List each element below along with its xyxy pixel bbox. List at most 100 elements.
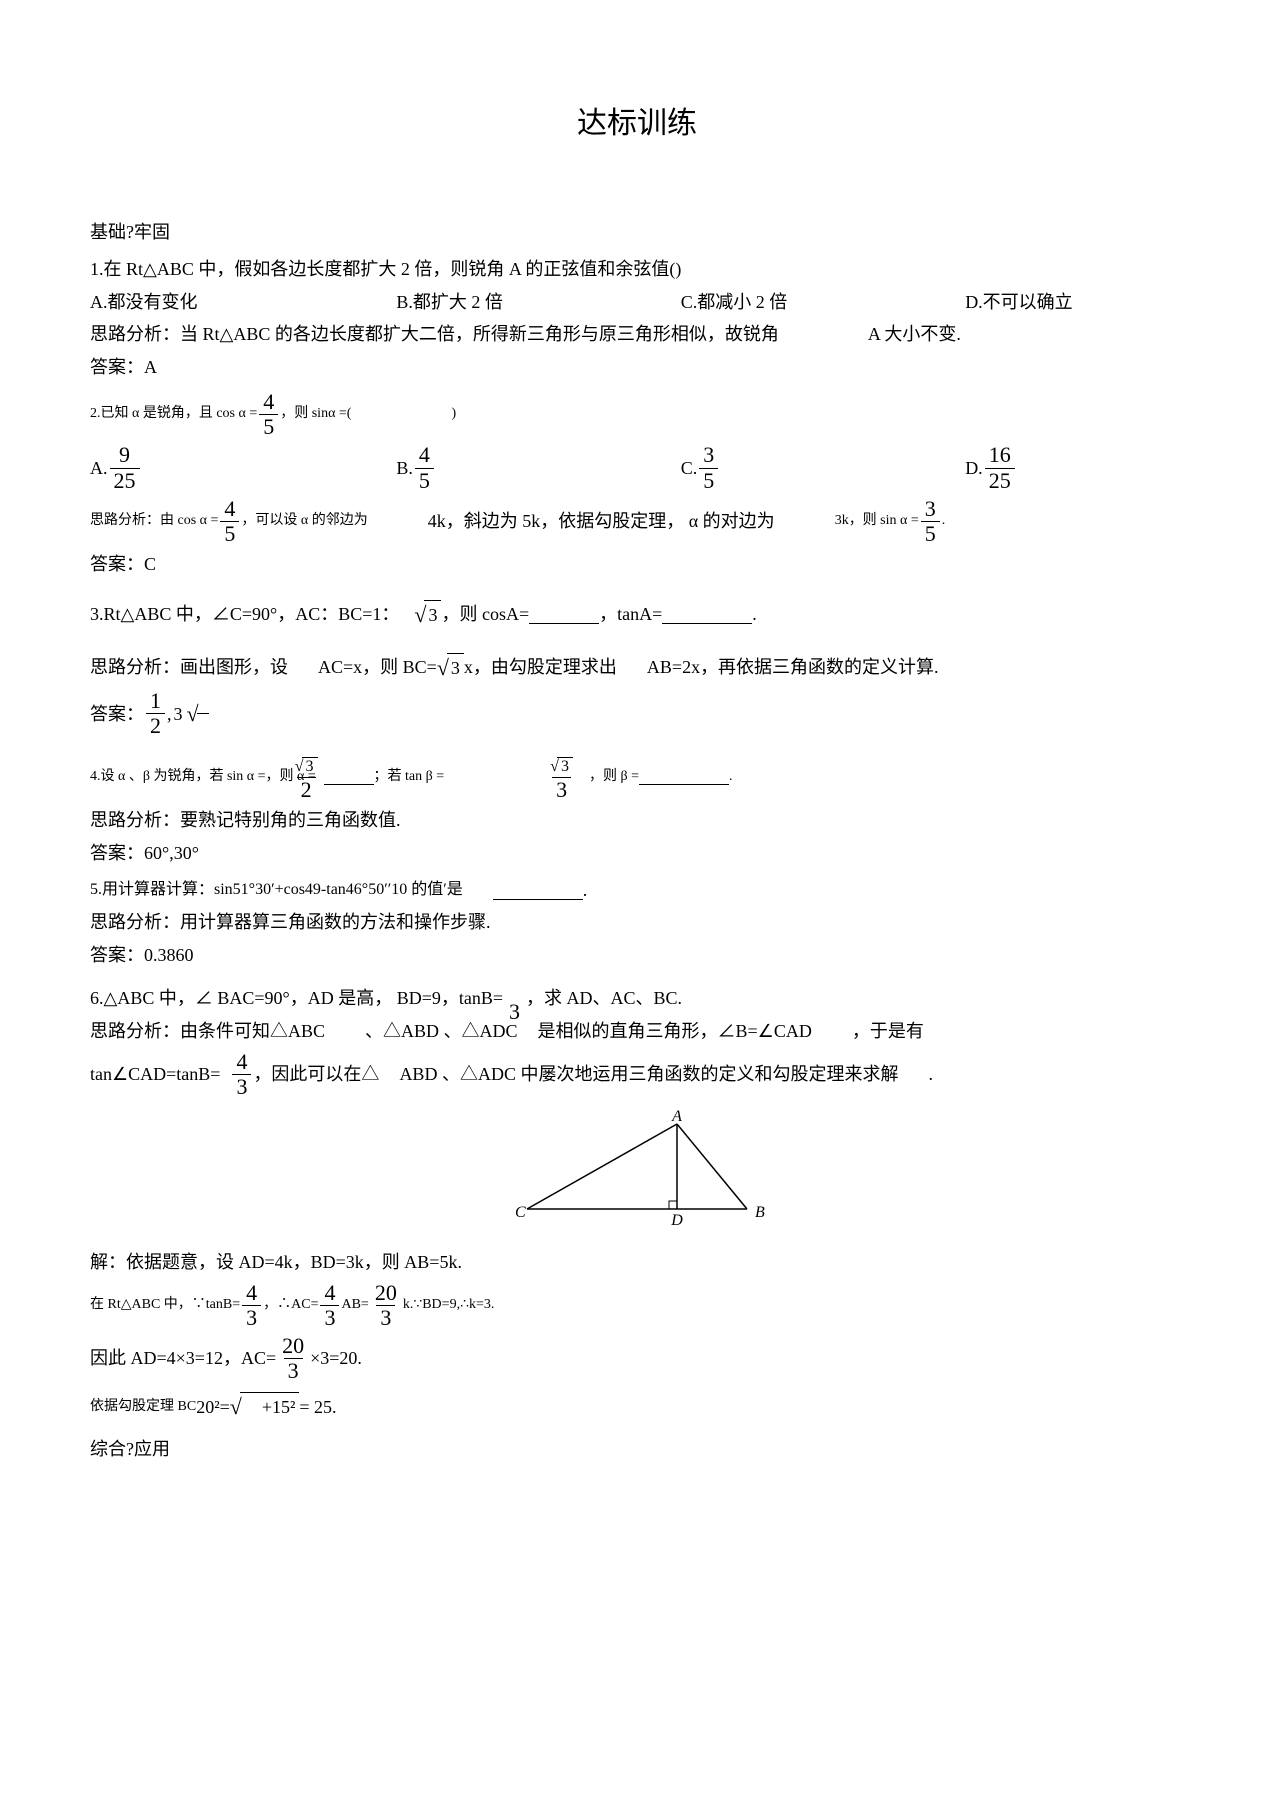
opt-a-frac: 9 25 — [110, 443, 140, 492]
q3-analysis: 思路分析：画出图形，设 AC=x，则 BC= √3 x，由勾股定理求出 AB=2… — [90, 650, 1184, 685]
q6-sol-l2: 在 Rt△ABC 中，∵tanB= 4 3 ，∴AC= 4 3 AB= 20 3… — [90, 1281, 1184, 1330]
q6-al2-mid: ，因此可以在△ — [253, 1060, 379, 1089]
q1-opt-d: D.不可以确立 — [965, 288, 1184, 317]
q6-al2-mid2: ABD 、△ADC 中屡次地运用三角函数的定义和勾股定理来求解 — [399, 1060, 898, 1089]
q4-stem-end: . — [729, 766, 733, 788]
q1-opt-b: B.都扩大 2 倍 — [396, 288, 680, 317]
sqrt-val: +15² — [240, 1392, 300, 1422]
q1-opt-c: C.都减小 2 倍 — [681, 288, 965, 317]
q2-opt-a: A. 9 25 — [90, 443, 396, 492]
question-4: 4.设 α 、β 为锐角，若 sin α = ，则 α = √3 2 ；若 ta… — [90, 753, 1184, 868]
label-a: A — [671, 1109, 682, 1125]
frac-den: 5 — [259, 414, 278, 439]
q6-sol-l2-mid3: k.∵BD=9,∴k=3. — [403, 1294, 495, 1316]
q5-stem-pre: 5.用计算器计算：sin51°30′+cos49-tan46°50′′10 的值… — [90, 877, 463, 903]
q3-analysis-pre: 思路分析：画出图形，设 — [90, 653, 288, 682]
q2-cos-frac: 4 5 — [259, 390, 278, 439]
q6-stem-pre: 6.△ABC 中，∠ BAC=90°，AD 是高， BD=9，tanB= — [90, 984, 503, 1013]
q2-stem-post: ) — [451, 403, 456, 425]
blank — [324, 770, 374, 785]
q2-alpha: α =( — [328, 403, 351, 425]
q6-sol-l3-pre: 因此 AD=4×3=12，AC= — [90, 1344, 276, 1373]
label-c: C — [515, 1204, 526, 1221]
q1-analysis-post: A 大小不变. — [868, 324, 961, 344]
q6-al2-end: . — [928, 1060, 933, 1089]
q3-stem-pre: 3.Rt△ABC 中，∠C=90°，AC：BC=1： — [90, 600, 399, 629]
frac-num: √3 — [291, 753, 322, 777]
frac-num: 9 — [115, 443, 134, 467]
q2-stem-mid: ，则 sin — [280, 403, 328, 425]
opt-b-frac: 4 5 — [415, 443, 434, 492]
frac-den: 3 — [376, 1305, 395, 1330]
q4-stem-pre: 4.设 α 、β 为锐角，若 sin α = — [90, 766, 266, 788]
frac-den: 25 — [110, 468, 140, 493]
q4-frac2: √3 3 — [546, 753, 577, 802]
frac-num: 20 — [278, 1334, 308, 1358]
frac-den: 5 — [699, 468, 718, 493]
q2-analysis-frac2: 3 5 — [921, 497, 940, 546]
opt-c-frac: 3 5 — [699, 443, 718, 492]
frac-den: 2 — [297, 777, 316, 802]
frac-num: 4 — [220, 497, 239, 521]
q2-options: A. 9 25 B. 4 5 C. 3 5 D. 16 25 — [90, 443, 1184, 492]
q6-sol-l3-post: ×3=20. — [310, 1344, 362, 1373]
q6-sol-l2-pre: 在 Rt△ABC 中，∵tanB= — [90, 1294, 240, 1316]
opt-b-label: B. — [396, 454, 413, 483]
q2-opt-d: D. 16 25 — [965, 443, 1184, 492]
frac-num: 4 — [415, 443, 434, 467]
q4-answer: 答案：60°,30° — [90, 839, 1184, 868]
q2-opt-b: B. 4 5 — [396, 443, 680, 492]
frac-num: 20 — [371, 1281, 401, 1305]
q6-sol-l4-sq: 20²= — [196, 1393, 230, 1422]
question-5: 5.用计算器计算：sin51°30′+cos49-tan46°50′′10 的值… — [90, 876, 1184, 970]
q6-analysis-line1: 思路分析：由条件可知△ABC 、△ABD 、△ADC 是相似的直角三角形，∠B=… — [90, 1017, 1184, 1046]
frac-den: 5 — [220, 521, 239, 546]
q2-analysis: 思路分析：由 cos α = 4 5 ，可以设 α 的邻边为 4k，斜边为 5k… — [90, 497, 1184, 546]
q6-sol-l2-mid2: AB= — [341, 1294, 368, 1316]
q6-sol-l2-f3: 20 3 — [371, 1281, 401, 1330]
q6-analysis-mid2: 是相似的直角三角形，∠B=∠CAD — [538, 1017, 812, 1046]
frac-den: 25 — [985, 468, 1015, 493]
q4-analysis: 思路分析：要熟记特别角的三角函数值. — [90, 806, 1184, 835]
section-comprehensive-header: 综合?应用 — [90, 1435, 1184, 1464]
triangle-diagram: A B C D — [90, 1109, 1184, 1238]
frac-den: 3 — [232, 1074, 251, 1099]
sqrt-icon: 3 √ — [174, 696, 209, 731]
q5-analysis: 思路分析：用计算器算三角函数的方法和操作步骤. — [90, 908, 1184, 937]
frac-den: 3 — [505, 1000, 524, 1024]
q2-analysis-mid3: 3k，则 sin α = — [835, 510, 919, 532]
sqrt-val: 3 — [557, 757, 573, 776]
opt-c-label: C. — [681, 454, 698, 483]
sqrt-icon: √ +15² — [230, 1389, 300, 1424]
q2-answer: 答案：C — [90, 550, 1184, 579]
q1-answer: 答案：A — [90, 353, 1184, 382]
frac-num: √3 — [546, 753, 577, 777]
opt-a-label: A. — [90, 454, 108, 483]
q3-answer-mid: , — [167, 700, 172, 729]
q3-answer-pre: 答案： — [90, 700, 144, 729]
triangle-svg-icon: A B C D — [507, 1109, 767, 1229]
q6-al2-pre: tan∠CAD=tanB= — [90, 1060, 220, 1089]
q1-stem: 1.在 Rt△ABC 中，假如各边长度都扩大 2 倍，则锐角 A 的正弦值和余弦… — [90, 255, 1184, 284]
blank — [493, 880, 583, 900]
frac-num: 4 — [242, 1281, 261, 1305]
q6-stem-frac: 3 — [505, 1000, 524, 1024]
q6-sol-l4-pre: 依据勾股定理 BC — [90, 1396, 196, 1418]
q2-stem: 2.已知 α 是锐角，且 cos α = 4 5 ，则 sin α =( ) — [90, 390, 1184, 439]
blank — [639, 770, 729, 785]
q6-analysis-mid3: ，于是有 — [852, 1017, 924, 1046]
q6-sol-l1: 解：依据题意，设 AD=4k，BD=3k，则 AB=5k. — [90, 1248, 1184, 1277]
frac-den: 5 — [921, 521, 940, 546]
q6-stem: 6.△ABC 中，∠ BAC=90°，AD 是高， BD=9，tanB= 3 ，… — [90, 984, 1184, 1013]
question-1: 1.在 Rt△ABC 中，假如各边长度都扩大 2 倍，则锐角 A 的正弦值和余弦… — [90, 255, 1184, 382]
frac-num: 1 — [146, 689, 165, 713]
q4-stem: 4.设 α 、β 为锐角，若 sin α = ，则 α = √3 2 ；若 ta… — [90, 753, 1184, 802]
q3-stem: 3.Rt△ABC 中，∠C=90°，AC：BC=1： √3 ，则 cosA= ，… — [90, 597, 1184, 632]
q1-analysis: 思路分析：当 Rt△ABC 的各边长度都扩大二倍，所得新三角形与原三角形相似，故… — [90, 320, 1184, 349]
question-3: 3.Rt△ABC 中，∠C=90°，AC：BC=1： √3 ，则 cosA= ，… — [90, 597, 1184, 739]
q2-analysis-end: . — [942, 510, 946, 532]
q1-analysis-pre: 思路分析：当 Rt△ABC 的各边长度都扩大二倍，所得新三角形与原三角形相似，故… — [90, 324, 779, 344]
sqrt-val: 3 — [424, 600, 441, 630]
q3-answer: 答案： 1 2 , 3 √ — [90, 689, 1184, 738]
q3-analysis-mid1: AC=x，则 BC= — [318, 653, 437, 682]
